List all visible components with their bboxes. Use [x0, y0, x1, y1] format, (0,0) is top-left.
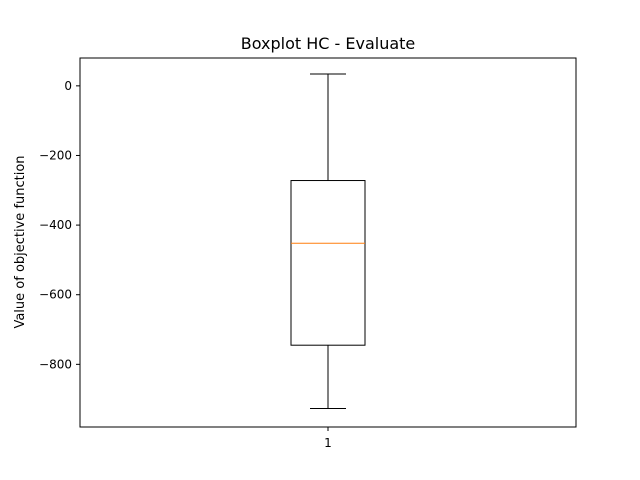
y-tick-label: −200: [39, 148, 72, 162]
plot-area: 0 −200 −400 −600 −800 1: [39, 57, 577, 450]
y-tick-label: −600: [39, 288, 72, 302]
x-tick-label: 1: [324, 436, 332, 450]
y-tick-label: −800: [39, 357, 72, 371]
box-iqr: [290, 180, 366, 346]
y-axis-label: Value of objective function: [13, 155, 28, 328]
y-tick-label: 0: [64, 79, 72, 93]
y-tick-label: −400: [39, 218, 72, 232]
chart-title: Boxplot HC - Evaluate: [241, 34, 416, 53]
